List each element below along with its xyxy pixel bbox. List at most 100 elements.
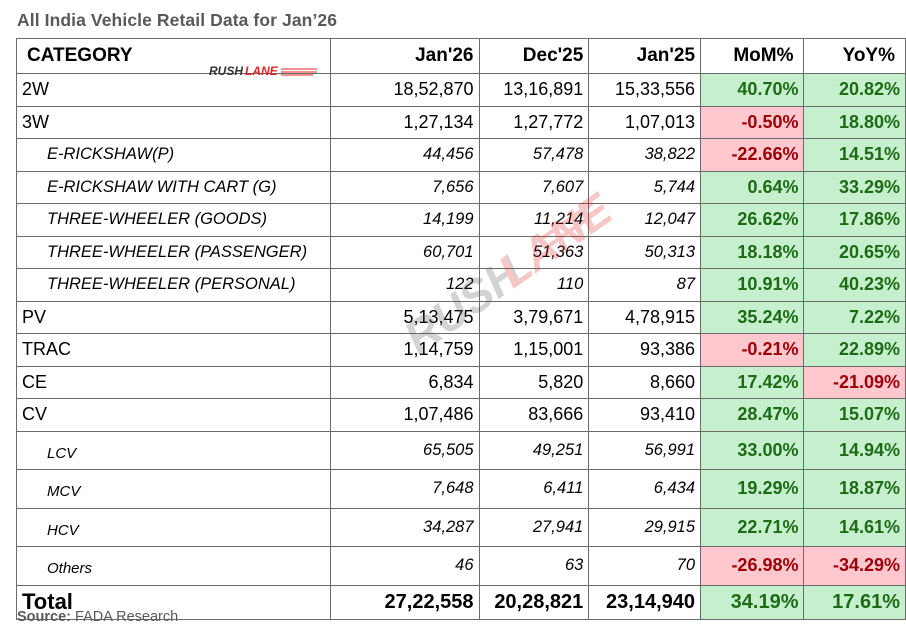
- cell-mom: 22.71%: [700, 507, 805, 547]
- cell-mom: 18.18%: [700, 235, 805, 269]
- row-category: TRAC: [16, 333, 331, 367]
- cell-dec25: 27,941: [478, 507, 590, 547]
- cell-dec25: 1,15,001: [478, 333, 590, 367]
- cell-yoy: 14.61%: [803, 507, 906, 547]
- cell-jan25: 5,744: [588, 170, 702, 204]
- cell-dec25: 51,363: [478, 235, 590, 269]
- cell-mom: 28.47%: [700, 398, 805, 432]
- cell-jan25: 56,991: [588, 430, 702, 470]
- cell-yoy: 20.65%: [803, 235, 906, 269]
- cell-jan26: 14,199: [329, 203, 480, 237]
- cell-yoy: 40.23%: [803, 268, 906, 302]
- cell-yoy: 14.94%: [803, 430, 906, 470]
- table-row: CE 6,834 5,820 8,660 17.42% -21.09%: [16, 365, 906, 399]
- row-category: PV: [16, 300, 331, 334]
- row-category: THREE-WHEELER (PASSENGER): [16, 235, 331, 269]
- cell-jan26: 6,834: [329, 365, 480, 399]
- cell-dec25: 49,251: [478, 430, 590, 470]
- cell-mom: -22.66%: [700, 138, 805, 172]
- cell-jan25: 15,33,556: [588, 73, 702, 107]
- row-category: MCV: [16, 469, 331, 509]
- cell-jan26: 7,648: [329, 469, 480, 509]
- source-text: FADA Research: [71, 609, 179, 625]
- cell-jan26: 34,287: [329, 507, 480, 547]
- cell-mom: 10.91%: [700, 268, 805, 302]
- row-category: 3W: [16, 105, 331, 139]
- cell-yoy: 33.29%: [803, 170, 906, 204]
- row-category: THREE-WHEELER (GOODS): [16, 203, 331, 237]
- cell-jan25: 93,410: [588, 398, 702, 432]
- cell-dec25: 13,16,891: [478, 73, 590, 107]
- cell-mom: 26.62%: [700, 203, 805, 237]
- cell-jan26: 65,505: [329, 430, 480, 470]
- cell-jan25: 50,313: [588, 235, 702, 269]
- row-category: 2W: [16, 73, 331, 107]
- row-category: E-RICKSHAW(P): [16, 138, 331, 172]
- cell-jan25: 8,660: [588, 365, 702, 399]
- cell-jan26: 1,27,134: [329, 105, 480, 139]
- total-label: Total: [16, 584, 331, 620]
- cell-yoy: 18.87%: [803, 469, 906, 509]
- table-row-sub: HCV 34,287 27,941 29,915 22.71% 14.61%: [16, 507, 906, 547]
- header-category: CATEGORY: [16, 38, 331, 74]
- cell-dec25: 6,411: [478, 469, 590, 509]
- table-row-sub: E-RICKSHAW WITH CART (G) 7,656 7,607 5,7…: [16, 170, 906, 204]
- cell-mom: -0.21%: [700, 333, 805, 367]
- header-yoy: YoY%: [803, 38, 906, 74]
- cell-yoy: -34.29%: [803, 546, 906, 586]
- row-category: CV: [16, 398, 331, 432]
- cell-jan25: 38,822: [588, 138, 702, 172]
- table-total-row: Total 27,22,558 20,28,821 23,14,940 34.1…: [16, 584, 906, 620]
- cell-jan26: 5,13,475: [329, 300, 480, 334]
- cell-jan25: 29,915: [588, 507, 702, 547]
- table-row: 3W 1,27,134 1,27,772 1,07,013 -0.50% 18.…: [16, 105, 906, 139]
- cell-mom: -26.98%: [700, 546, 805, 586]
- table-row: CV 1,07,486 83,666 93,410 28.47% 15.07%: [16, 398, 906, 432]
- cell-dec25: 110: [478, 268, 590, 302]
- cell-jan26: 7,656: [329, 170, 480, 204]
- cell-jan26: 122: [329, 268, 480, 302]
- cell-yoy: 18.80%: [803, 105, 906, 139]
- table-row-sub: Others 46 63 70 -26.98% -34.29%: [16, 546, 906, 586]
- table-row-sub: MCV 7,648 6,411 6,434 19.29% 18.87%: [16, 469, 906, 509]
- cell-dec25: 1,27,772: [478, 105, 590, 139]
- retail-data-table: CATEGORY Jan'26 Dec'25 Jan'25 MoM% YoY% …: [16, 38, 906, 620]
- table-row-sub: E-RICKSHAW(P) 44,456 57,478 38,822 -22.6…: [16, 138, 906, 172]
- cell-yoy: 17.86%: [803, 203, 906, 237]
- cell-mom: -0.50%: [700, 105, 805, 139]
- cell-yoy: 14.51%: [803, 138, 906, 172]
- cell-jan25: 1,07,013: [588, 105, 702, 139]
- header-jan25: Jan'25: [588, 38, 702, 74]
- cell-yoy: -21.09%: [803, 365, 906, 399]
- source-label: Source:: [17, 609, 71, 625]
- cell-jan26: 46: [329, 546, 480, 586]
- row-category: LCV: [16, 430, 331, 470]
- cell-jan26: 44,456: [329, 138, 480, 172]
- cell-jan25: 6,434: [588, 469, 702, 509]
- table-row: 2W 18,52,870 13,16,891 15,33,556 40.70% …: [16, 73, 906, 107]
- row-category: E-RICKSHAW WITH CART (G): [16, 170, 331, 204]
- cell-dec25: 3,79,671: [478, 300, 590, 334]
- total-mom: 34.19%: [700, 584, 805, 620]
- table-row-sub: THREE-WHEELER (PASSENGER) 60,701 51,363 …: [16, 235, 906, 269]
- cell-mom: 0.64%: [700, 170, 805, 204]
- table-header-row: CATEGORY Jan'26 Dec'25 Jan'25 MoM% YoY%: [16, 38, 906, 74]
- header-mom: MoM%: [700, 38, 805, 74]
- cell-jan25: 70: [588, 546, 702, 586]
- cell-mom: 40.70%: [700, 73, 805, 107]
- cell-jan25: 87: [588, 268, 702, 302]
- cell-yoy: 20.82%: [803, 73, 906, 107]
- cell-mom: 35.24%: [700, 300, 805, 334]
- header-jan26: Jan'26: [329, 38, 480, 74]
- table-row-sub: THREE-WHEELER (PERSONAL) 122 110 87 10.9…: [16, 268, 906, 302]
- table-row: TRAC 1,14,759 1,15,001 93,386 -0.21% 22.…: [16, 333, 906, 367]
- table-row-sub: THREE-WHEELER (GOODS) 14,199 11,214 12,0…: [16, 203, 906, 237]
- row-category: HCV: [16, 507, 331, 547]
- table-row: PV 5,13,475 3,79,671 4,78,915 35.24% 7.2…: [16, 300, 906, 334]
- cell-yoy: 7.22%: [803, 300, 906, 334]
- cell-dec25: 57,478: [478, 138, 590, 172]
- total-jan25: 23,14,940: [588, 584, 702, 620]
- cell-mom: 19.29%: [700, 469, 805, 509]
- cell-dec25: 7,607: [478, 170, 590, 204]
- source-note: Source: FADA Research: [17, 609, 178, 625]
